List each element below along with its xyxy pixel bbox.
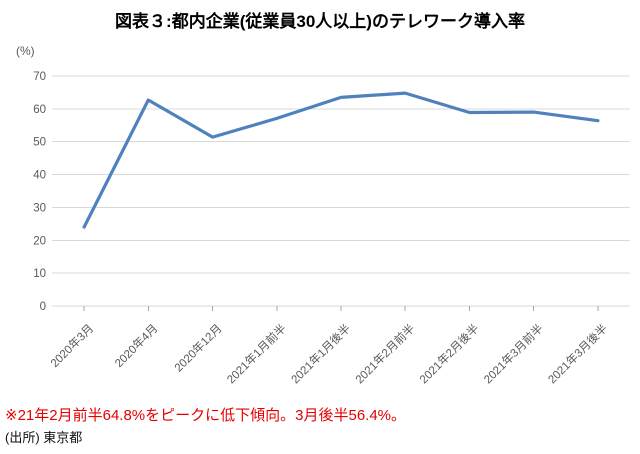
y-axis-tick-label: 50	[33, 137, 46, 149]
x-axis-tick-label: 2021年3月後半	[545, 321, 610, 386]
y-axis-tick-label: 60	[33, 104, 46, 116]
x-axis-tick-label: 2021年2月後半	[417, 321, 482, 386]
y-axis-tick-label: 10	[33, 268, 46, 280]
x-axis-tick-label: 2021年1月前半	[224, 321, 289, 386]
y-axis-tick-label: 20	[33, 235, 46, 247]
y-axis-tick-label: 70	[33, 71, 46, 83]
annotation-note: ※21年2月前半64.8%をピークに低下傾向。3月後半56.4%。	[5, 407, 407, 424]
x-axis-tick-label: 2020年4月	[112, 321, 161, 370]
telework-rate-line	[82, 91, 600, 229]
y-axis-tick-label: 30	[33, 202, 46, 214]
x-axis-tick-label: 2020年3月	[47, 321, 96, 370]
y-axis-tick-label: 0	[40, 301, 46, 313]
chart-title: 図表３:都内企業(従業員30人以上)のテレワーク導入率	[115, 12, 525, 31]
y-axis-tick-label: 40	[33, 170, 46, 182]
x-axis-tick-label: 2021年2月前半	[352, 321, 417, 386]
x-axis-tick-label: 2021年1月後半	[288, 321, 353, 386]
source-label: (出所) 東京都	[5, 430, 83, 445]
x-axis-tick-label: 2021年3月前半	[481, 321, 546, 386]
x-axis-tick-label: 2020年12月	[171, 321, 224, 374]
y-axis-unit-label: (%)	[16, 44, 35, 58]
